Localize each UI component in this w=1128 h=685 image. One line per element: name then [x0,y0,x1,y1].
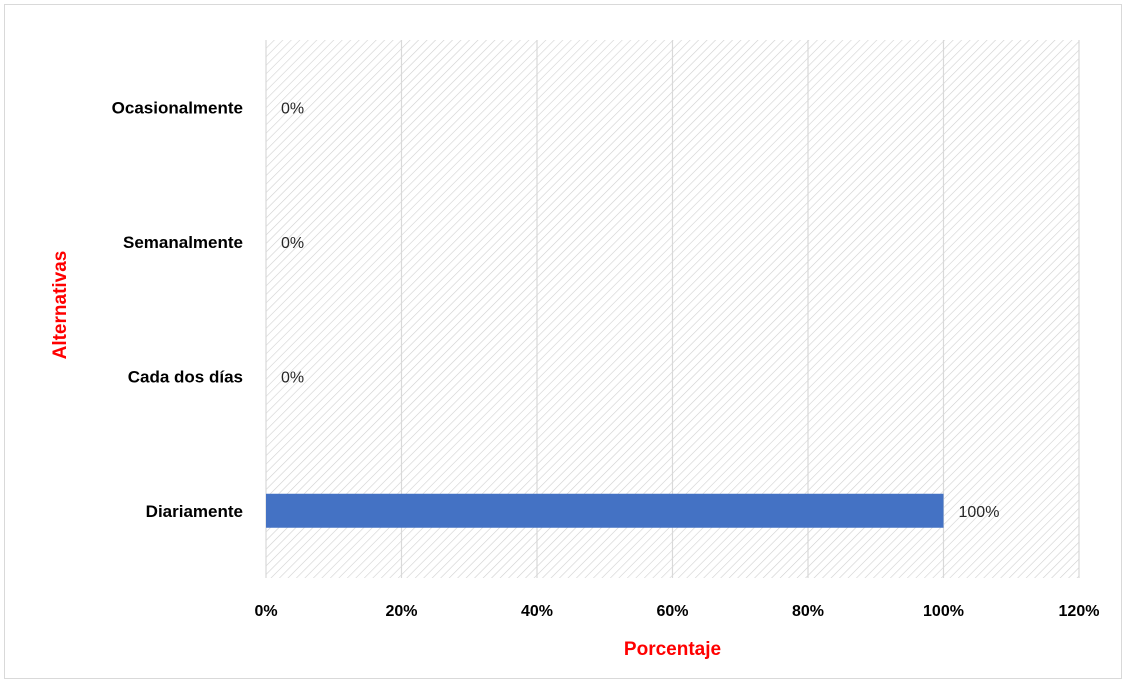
x-tick-label: 40% [521,603,553,620]
category-label: Diariamente [146,502,243,521]
category-labels: Ocasionalmente Semanalmente Cada dos días D… [112,98,243,521]
category-label: Cada dos días [128,367,243,386]
data-label: 0% [281,369,304,386]
category-label: Semanalmente [123,233,243,252]
x-tick-labels: 0% 20% 40% 60% 80% 100% 120% [254,603,1099,620]
data-label: 100% [959,504,1000,521]
data-label: 0% [281,235,304,252]
y-axis-title: Alternativas [50,251,71,360]
gridlines [265,40,1080,578]
x-tick-label: 20% [385,603,417,620]
bar [266,493,944,528]
x-axis-title: Porcentaje [624,639,721,660]
x-tick-label: 0% [254,603,277,620]
x-tick-label: 120% [1059,603,1100,620]
x-tick-label: 60% [656,603,688,620]
bars [266,493,944,528]
data-label: 0% [281,100,304,117]
category-label: Ocasionalmente [112,98,243,117]
x-tick-label: 100% [923,603,964,620]
x-tick-label: 80% [792,603,824,620]
data-labels: 0% 0% 0% 100% [281,100,999,521]
